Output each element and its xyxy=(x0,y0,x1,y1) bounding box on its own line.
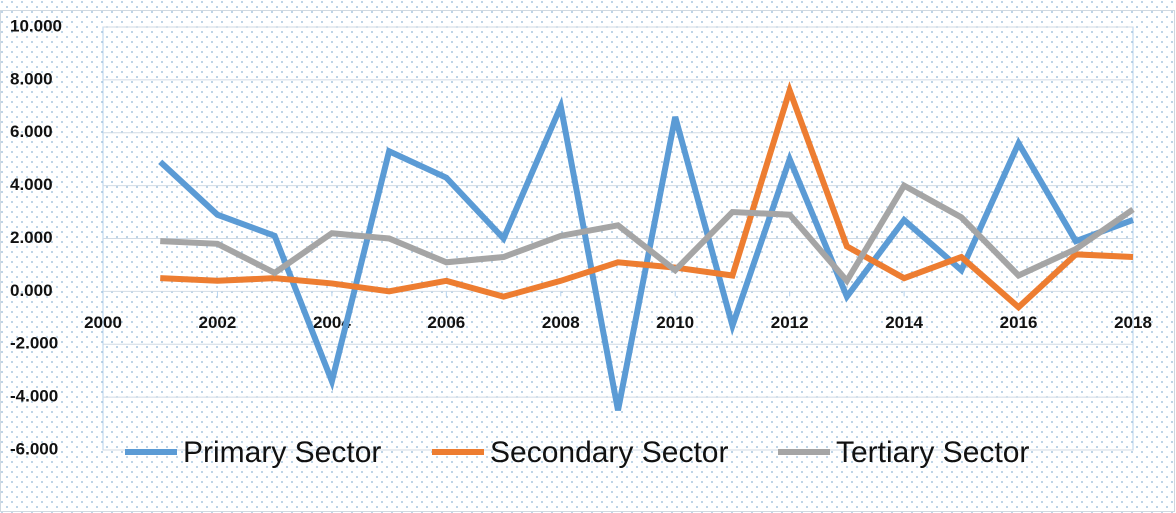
x-tick-label: 2008 xyxy=(542,313,580,332)
y-tick-label: -4.000 xyxy=(10,387,58,406)
x-tick-label: 2002 xyxy=(199,313,237,332)
y-tick-label: 6.000 xyxy=(10,122,53,141)
x-tick-label: 2006 xyxy=(427,313,465,332)
legend-label: Tertiary Sector xyxy=(836,436,1029,469)
series-line xyxy=(160,181,1135,286)
series-line xyxy=(160,81,1134,312)
y-tick-label: -6.000 xyxy=(10,439,58,458)
x-tick-label: 2016 xyxy=(1000,313,1038,332)
legend-label: Secondary Sector xyxy=(490,436,728,469)
y-tick-label: 8.000 xyxy=(10,69,53,88)
x-tick-label: 2014 xyxy=(885,313,923,332)
y-tick-label: 2.000 xyxy=(10,228,53,247)
x-tick-label: 2004 xyxy=(313,313,351,332)
y-tick-label: 10.000 xyxy=(10,16,62,35)
x-tick-label: 2012 xyxy=(771,313,809,332)
x-tick-label: 2000 xyxy=(84,313,122,332)
frame xyxy=(0,10,1175,512)
x-tick-label: 2010 xyxy=(656,313,694,332)
x-tick-label: 2018 xyxy=(1114,313,1152,332)
legend-label: Primary Sector xyxy=(183,436,381,469)
y-tick-label: 0.000 xyxy=(10,281,53,300)
y-tick-label: -2.000 xyxy=(10,334,58,353)
y-tick-label: 4.000 xyxy=(10,175,53,194)
